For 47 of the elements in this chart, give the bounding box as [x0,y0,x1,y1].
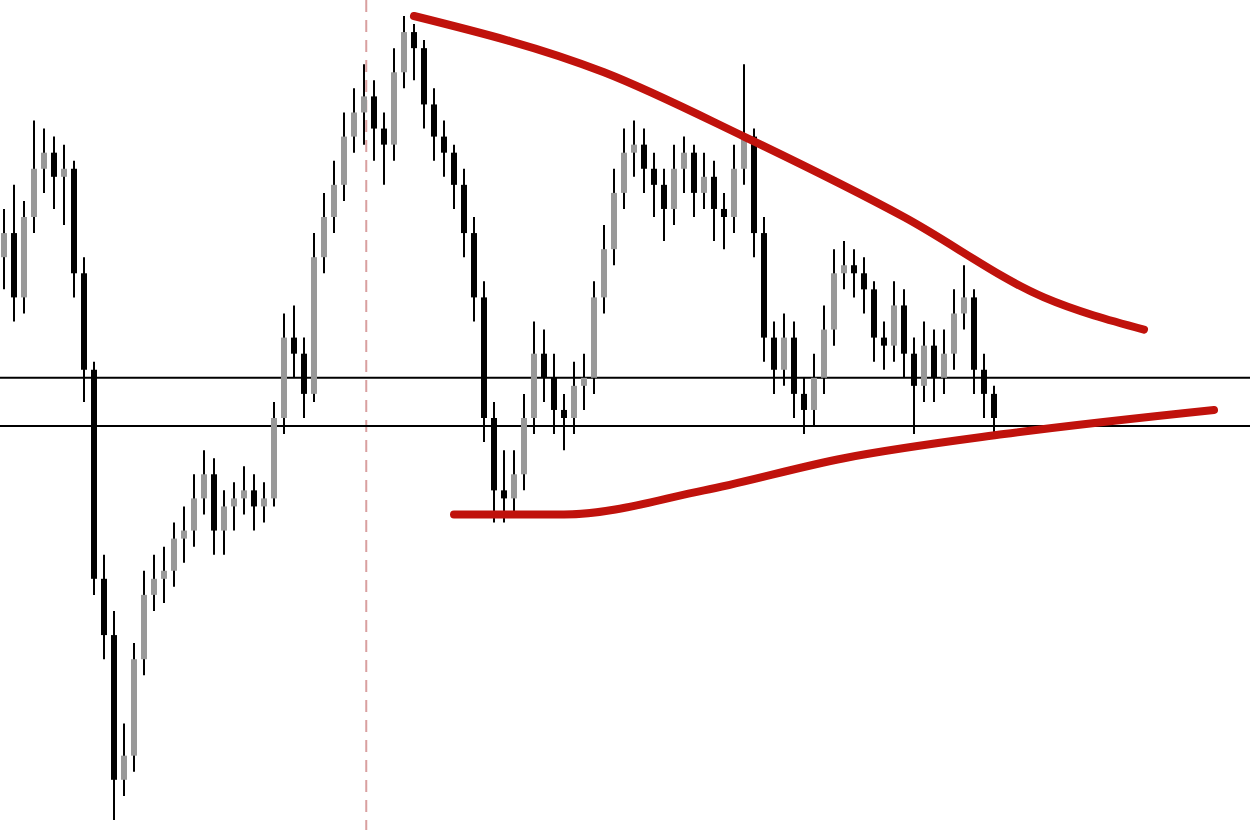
candlestick [61,143,67,227]
candlestick [241,465,247,516]
candlestick [411,23,417,82]
candlestick [191,473,197,548]
candlestick [41,127,47,194]
candlestick [661,167,667,243]
candlestick [881,320,887,371]
candlestick [321,191,327,275]
candlestick [841,240,847,291]
candlestick [681,135,687,194]
candlestick [261,481,267,524]
candlestick [221,489,227,556]
candlestick [501,449,507,524]
candlestick [891,280,897,363]
candlestick [371,79,377,162]
candlestick [51,135,57,210]
candlestick [231,481,237,532]
candlestick [441,119,447,178]
candlestick [721,191,727,251]
candlestick [201,449,207,516]
candlestick [121,722,127,797]
candlestick [671,143,677,227]
candlestick [431,87,437,162]
candlestick [701,151,707,210]
candlestick [851,248,857,299]
candlestick [711,159,717,243]
candlestick [381,111,387,186]
candlestick [1,207,7,291]
candlestick [621,127,627,210]
candlestick [181,505,187,564]
candlestick [331,159,337,235]
candlestick [401,15,407,90]
candlestick [171,521,177,588]
candlestick [951,288,957,371]
candlestick [691,143,697,218]
candlestick [651,151,657,218]
candlestick [251,473,257,532]
candlestick [161,545,167,604]
candlestick [861,256,867,315]
candlestick [351,87,357,154]
candlestick [451,143,457,210]
candlestick [631,119,637,178]
candlestick [961,264,967,331]
candlestick [361,63,367,146]
candlestick [151,553,157,612]
candlestick [511,449,517,516]
candlestick [641,127,647,194]
